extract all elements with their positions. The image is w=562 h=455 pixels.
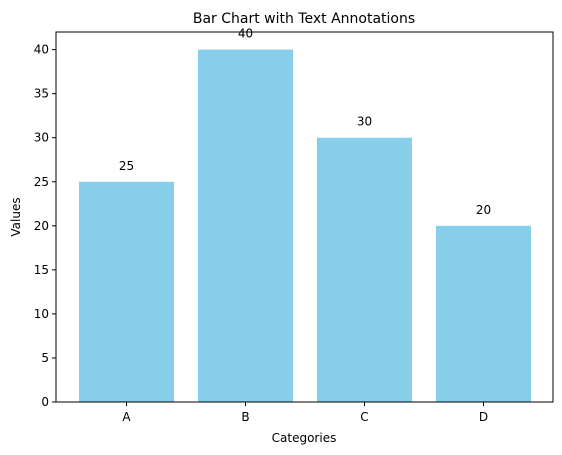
- bar-a: [79, 181, 174, 402]
- bars-group: [79, 49, 531, 402]
- data-labels-group: 25 40 30 20: [119, 27, 491, 217]
- x-tick-label: B: [241, 410, 249, 424]
- y-tick-label: 20: [34, 219, 49, 233]
- y-tick-label: 25: [34, 175, 49, 189]
- y-tick-label: 35: [34, 87, 49, 101]
- y-tick-label: 5: [41, 351, 49, 365]
- x-tick-label: C: [360, 410, 368, 424]
- plot-area-frame: [55, 31, 554, 403]
- y-axis-ticks: 0 5 10 15 20 25 30 35 40: [34, 43, 56, 409]
- data-label-a: 25: [119, 159, 134, 173]
- x-tick-label: D: [479, 410, 488, 424]
- y-tick-label: 0: [41, 395, 49, 409]
- y-axis-label: Values: [9, 197, 23, 236]
- data-label-b: 40: [238, 27, 253, 41]
- y-tick-label: 30: [34, 131, 49, 145]
- y-tick-label: 40: [34, 43, 49, 57]
- x-axis-ticks: A B C D: [122, 402, 488, 424]
- x-axis-label: Categories: [272, 431, 337, 445]
- x-tick-label: A: [122, 410, 131, 424]
- chart-title: Bar Chart with Text Annotations: [193, 11, 415, 27]
- bar-c: [317, 137, 412, 402]
- y-tick-label: 15: [34, 263, 49, 277]
- data-label-d: 20: [476, 203, 491, 217]
- bar-d: [436, 225, 531, 402]
- y-tick-label: 10: [34, 307, 49, 321]
- data-label-c: 30: [357, 115, 372, 129]
- bar-b: [198, 49, 293, 402]
